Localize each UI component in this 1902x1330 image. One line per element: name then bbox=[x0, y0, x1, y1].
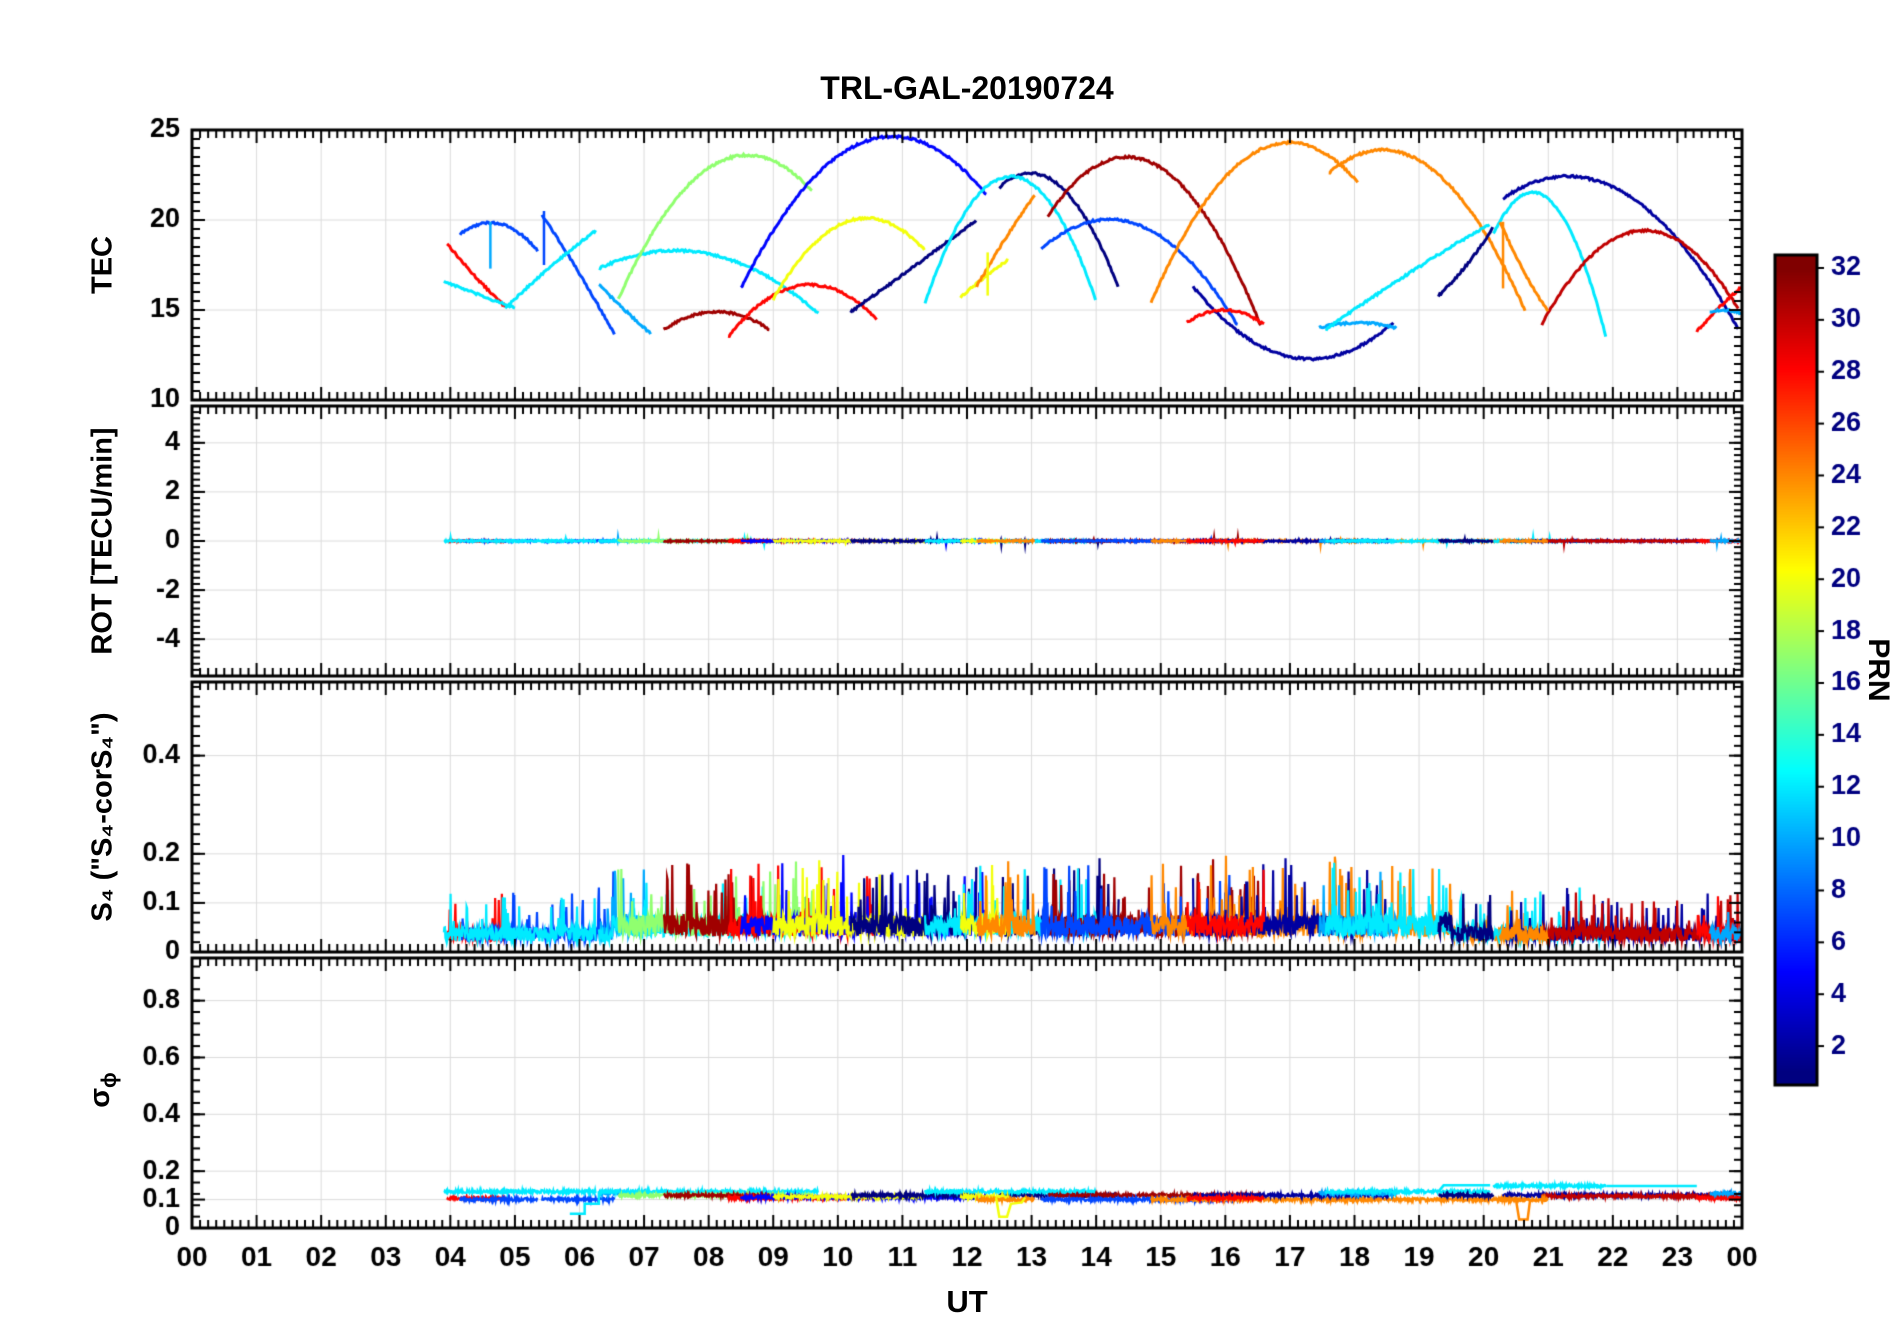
y-axis-label-tec: TEC bbox=[86, 236, 119, 294]
phi-subscript: ϕ bbox=[98, 1072, 121, 1088]
sigma-symbol: σ bbox=[84, 1087, 116, 1108]
colorbar-label: PRN bbox=[1862, 638, 1895, 702]
chart-title: TRL-GAL-20190724 bbox=[820, 70, 1114, 106]
x-axis-label: UT bbox=[946, 1284, 988, 1319]
y-axis-label-s4: S₄ ("S₄-corS₄") bbox=[86, 712, 119, 922]
y-axis-label-rot: ROT [TECU/min] bbox=[86, 427, 119, 655]
y-axis-label-sigma: σϕ bbox=[84, 1072, 122, 1108]
